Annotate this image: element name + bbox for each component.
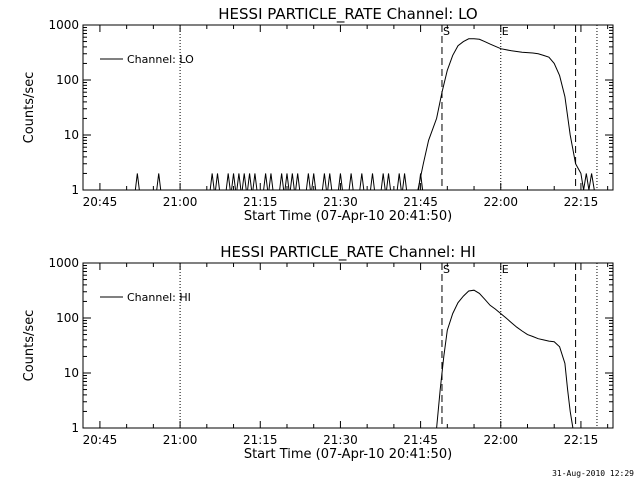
count-spike <box>290 173 294 190</box>
chart-title: HESSI PARTICLE_RATE Channel: LO <box>218 5 477 24</box>
count-spike <box>269 173 273 190</box>
y-axis-label: Counts/sec <box>22 310 37 382</box>
count-spike <box>157 173 161 190</box>
x-axis-label: Start Time (07-Apr-10 20:41:50) <box>244 209 452 224</box>
y-tick-label: 100 <box>56 311 79 325</box>
timestamp-footer: 31-Aug-2010 12:29 <box>552 469 634 478</box>
x-tick-label: 20:45 <box>83 433 118 447</box>
x-tick-label: 21:45 <box>403 195 438 209</box>
marker-label: E <box>502 25 509 38</box>
count-spike <box>248 173 252 190</box>
x-tick-label: 21:30 <box>323 195 358 209</box>
legend-label: Channel: HI <box>127 291 191 304</box>
y-tick-label: 100 <box>56 73 79 87</box>
count-spike <box>237 173 241 190</box>
count-spike <box>135 173 139 190</box>
count-spike <box>349 173 353 190</box>
x-tick-label: 20:45 <box>83 195 118 209</box>
x-tick-label: 22:00 <box>483 195 518 209</box>
figure: HESSI PARTICLE_RATE Channel: LO 20:45 21:0… <box>0 0 640 480</box>
count-spike <box>370 173 374 190</box>
marker-label: S <box>443 25 450 38</box>
count-spike <box>403 173 407 190</box>
count-spike <box>360 173 364 190</box>
marker-label: S <box>443 263 450 276</box>
y-axis-label: Counts/sec <box>22 72 37 144</box>
y-tick-label: 1000 <box>48 256 79 270</box>
marker-label: E <box>502 263 509 276</box>
panel-lo: HESSI PARTICLE_RATE Channel: LO 20:45 21:0… <box>22 5 613 224</box>
y-tick-label: 1000 <box>48 18 79 32</box>
x-tick-label: 21:15 <box>243 195 278 209</box>
x-tick-label: 22:15 <box>564 433 599 447</box>
series-line <box>437 290 573 428</box>
panel-hi: HESSI PARTICLE_RATE Channel: HI 20:45 21:0… <box>22 243 613 462</box>
count-spike <box>210 173 214 190</box>
series-line <box>418 39 594 190</box>
x-axis-label: Start Time (07-Apr-10 20:41:50) <box>244 447 452 462</box>
count-spike <box>242 173 246 190</box>
legend-label: Channel: LO <box>127 53 194 66</box>
plot-frame <box>83 263 613 428</box>
count-spike <box>381 173 385 190</box>
y-tick-label: 10 <box>64 366 79 380</box>
x-tick-label: 21:15 <box>243 433 278 447</box>
y-tick-label: 1 <box>71 421 79 435</box>
count-spike <box>296 173 300 190</box>
plot-frame <box>83 25 613 190</box>
count-spike <box>322 173 326 190</box>
count-spike <box>216 173 220 190</box>
y-tick-label: 1 <box>71 183 79 197</box>
count-spike <box>280 173 284 190</box>
chart-title: HESSI PARTICLE_RATE Channel: HI <box>220 243 476 262</box>
x-tick-label: 22:00 <box>483 433 518 447</box>
count-spike <box>226 173 230 190</box>
count-spike <box>306 173 310 190</box>
x-tick-label: 21:45 <box>403 433 438 447</box>
count-spike <box>387 173 391 190</box>
x-tick-label: 21:00 <box>163 195 198 209</box>
count-spike <box>253 173 257 190</box>
count-spike <box>397 173 401 190</box>
count-spike <box>264 173 268 190</box>
x-tick-label: 22:15 <box>564 195 599 209</box>
count-spike <box>328 173 332 190</box>
x-tick-label: 21:00 <box>163 433 198 447</box>
y-tick-label: 10 <box>64 128 79 142</box>
x-tick-label: 21:30 <box>323 433 358 447</box>
